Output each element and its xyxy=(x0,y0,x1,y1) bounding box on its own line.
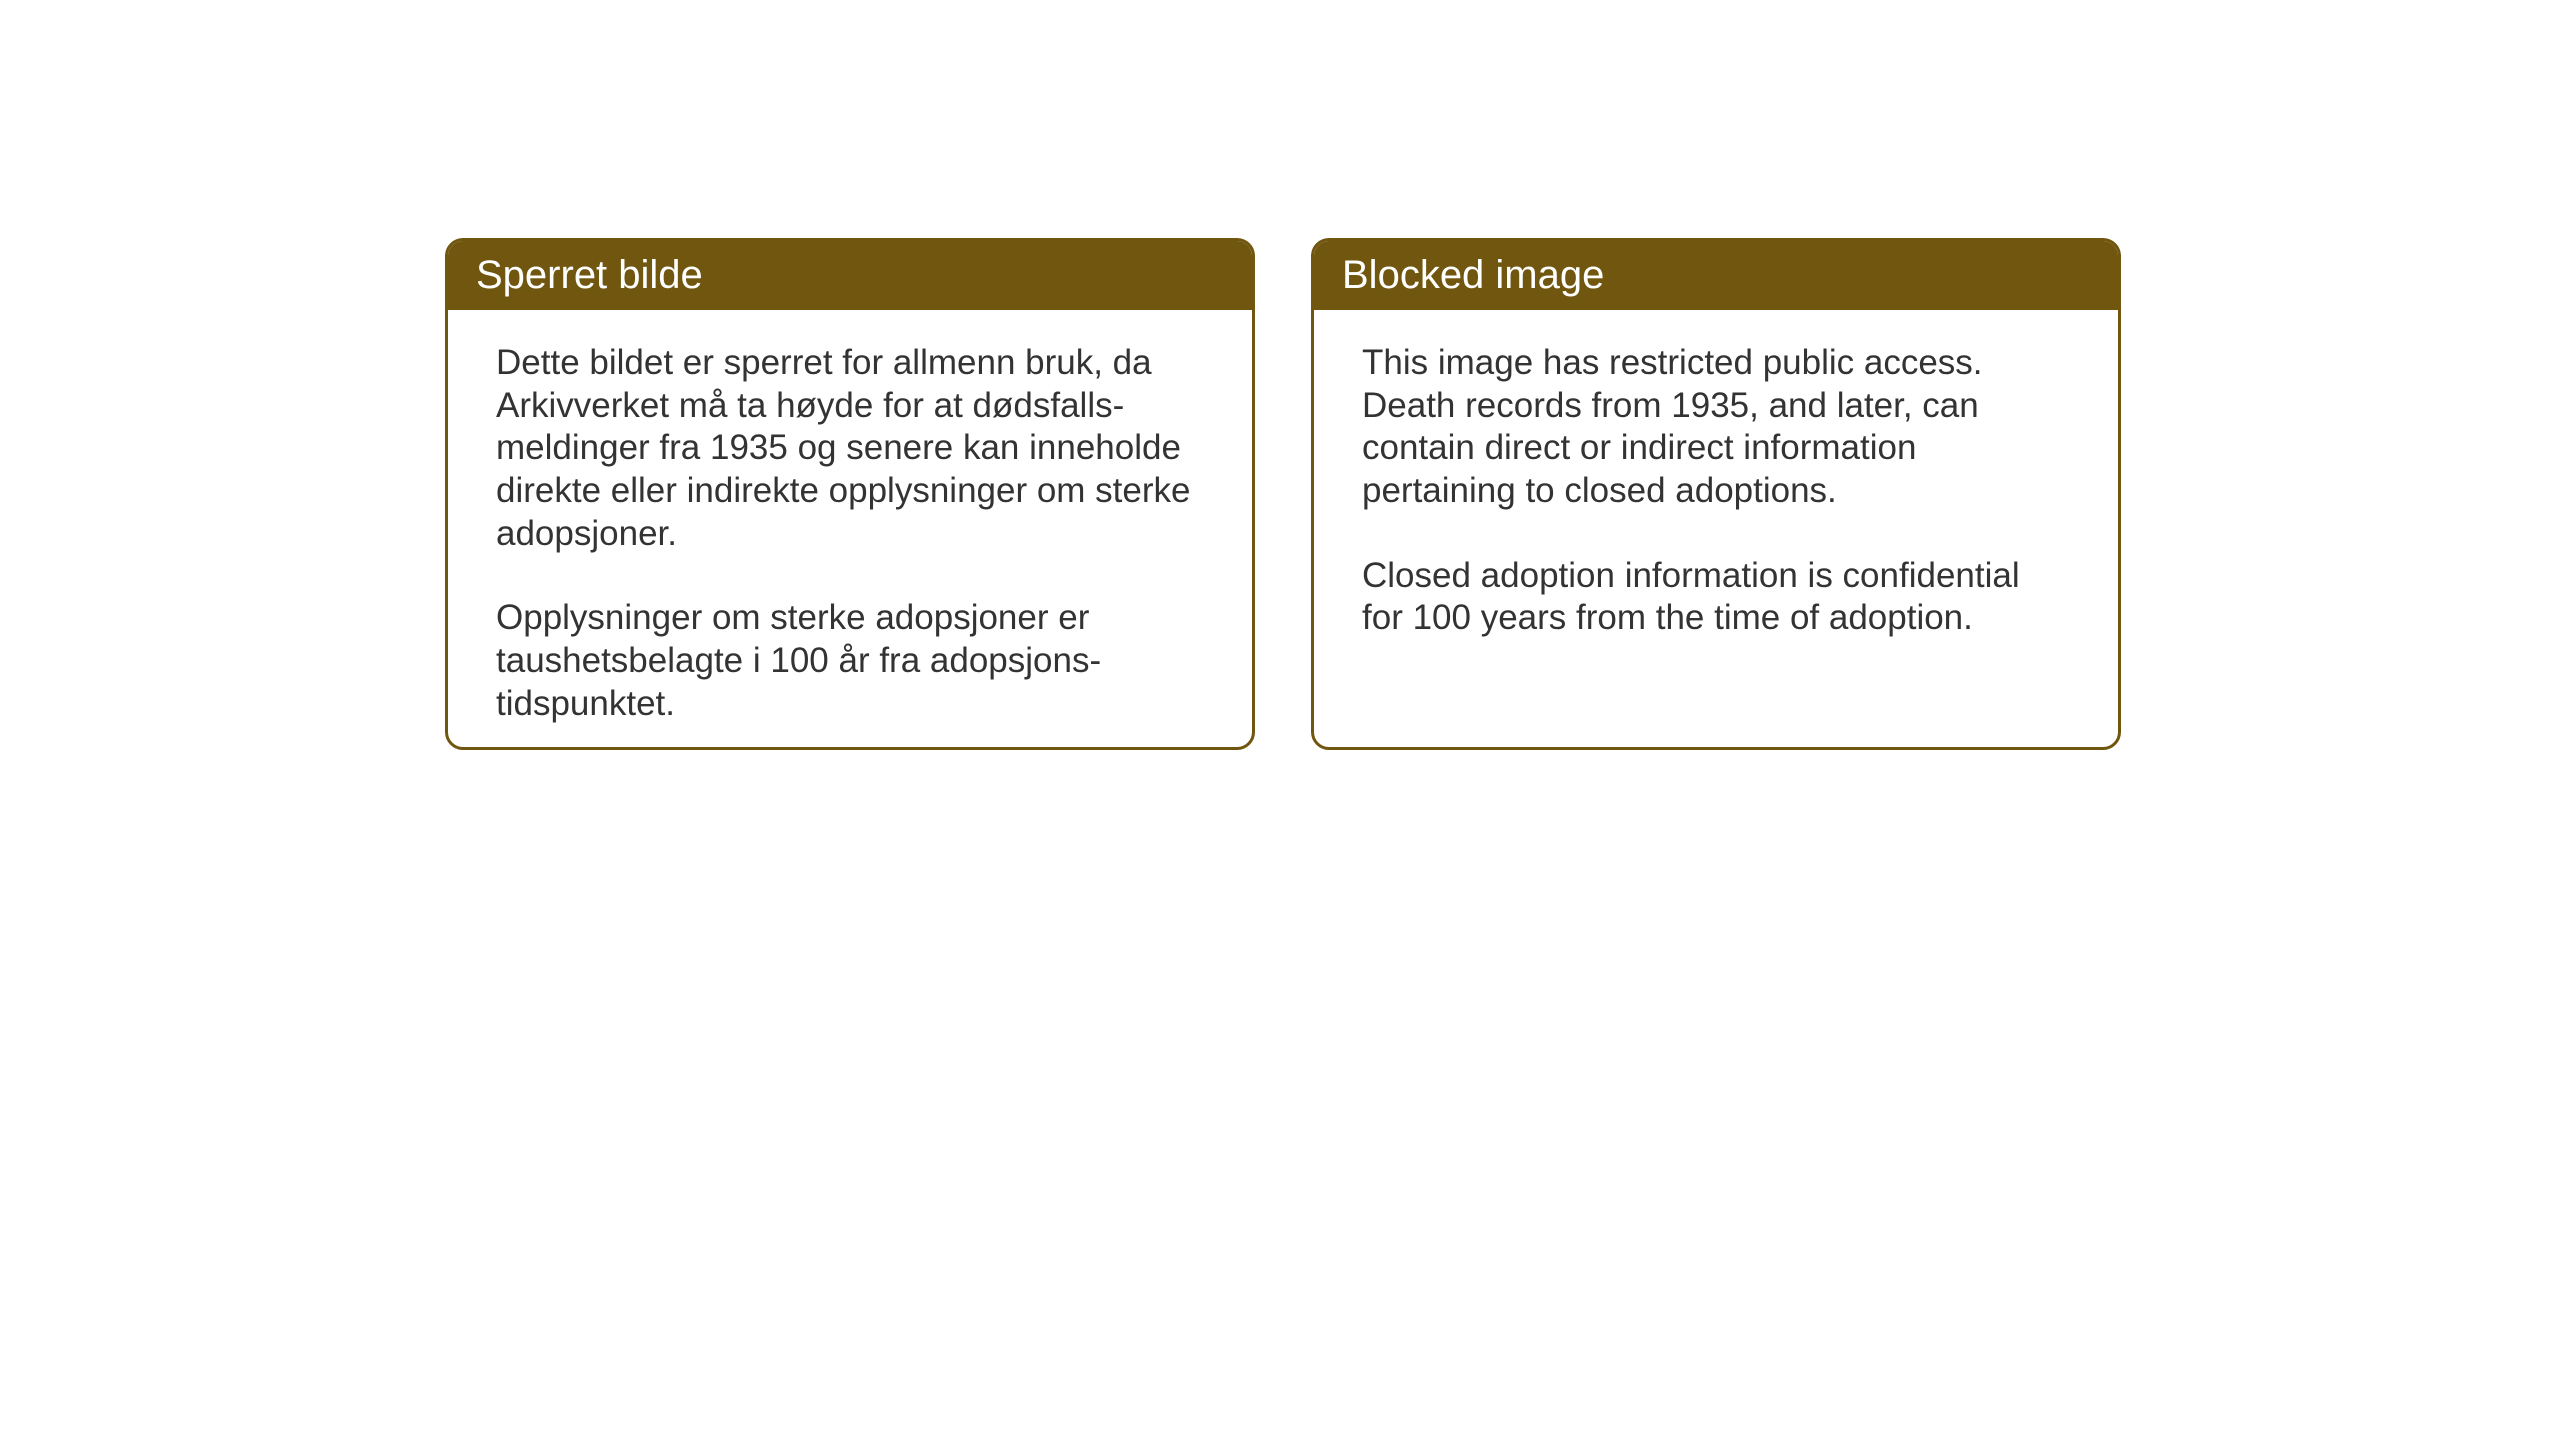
notice-header-english: Blocked image xyxy=(1314,241,2118,310)
notice-paragraph-2-english: Closed adoption information is confident… xyxy=(1362,555,2070,640)
notice-body-norwegian: Dette bildet er sperret for allmenn bruk… xyxy=(448,310,1252,750)
notice-title-english: Blocked image xyxy=(1342,253,1604,297)
notice-container: Sperret bilde Dette bildet er sperret fo… xyxy=(445,238,2121,750)
notice-card-norwegian: Sperret bilde Dette bildet er sperret fo… xyxy=(445,238,1255,750)
notice-title-norwegian: Sperret bilde xyxy=(476,253,703,297)
notice-paragraph-1-norwegian: Dette bildet er sperret for allmenn bruk… xyxy=(496,342,1204,555)
notice-body-english: This image has restricted public access.… xyxy=(1314,310,2118,672)
notice-card-english: Blocked image This image has restricted … xyxy=(1311,238,2121,750)
notice-header-norwegian: Sperret bilde xyxy=(448,241,1252,310)
notice-paragraph-2-norwegian: Opplysninger om sterke adopsjoner er tau… xyxy=(496,597,1204,725)
notice-paragraph-1-english: This image has restricted public access.… xyxy=(1362,342,2070,513)
